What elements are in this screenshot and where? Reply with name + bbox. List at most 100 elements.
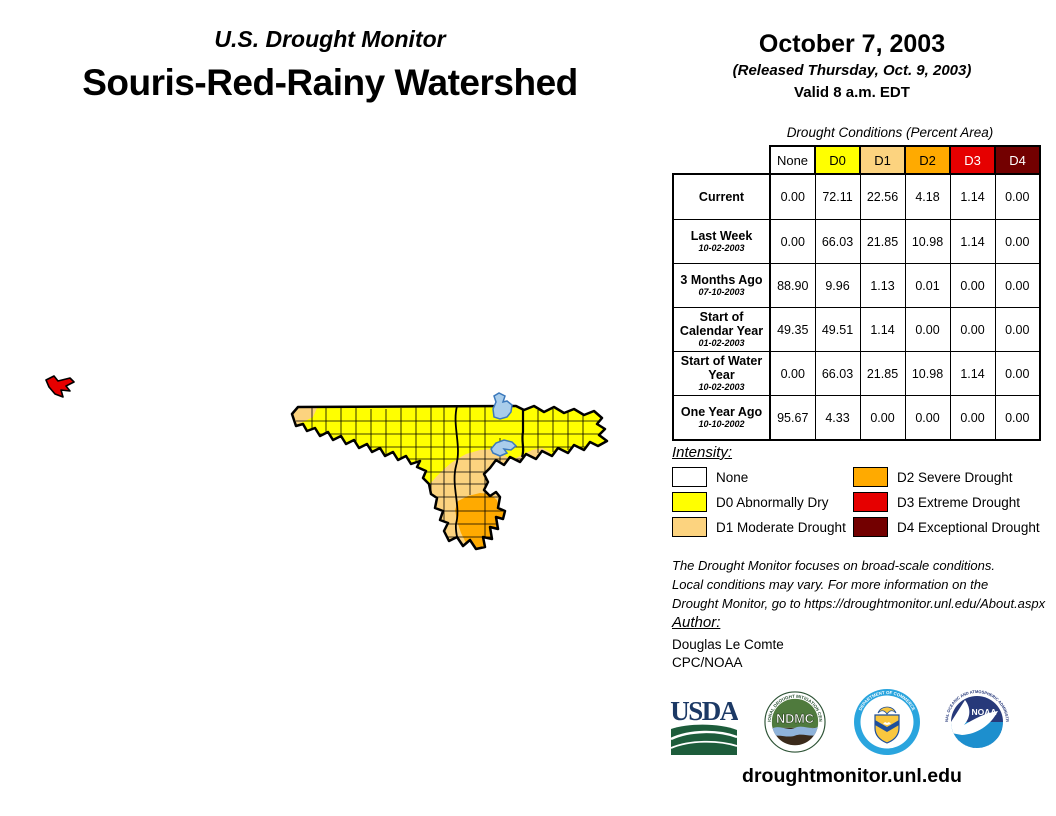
table-row: One Year Ago 10-10-2002 95.67 4.33 0.00 0…: [672, 395, 1041, 441]
table-header-row: None D0 D1 D2 D3 D4: [673, 145, 1041, 175]
legend-label: D0 Abnormally Dry: [716, 494, 829, 510]
row-date: 10-02-2003: [698, 243, 745, 253]
ndmc-river-wave: [771, 726, 819, 737]
watershed-map: [45, 375, 609, 551]
legend-item-d0: D0 Abnormally Dry: [672, 491, 829, 513]
usda-swoosh-line: [670, 730, 738, 741]
legend-item-none: None: [672, 466, 748, 488]
col-header-d2: D2: [904, 145, 951, 175]
legend-swatch-d1: [672, 517, 707, 537]
legend-heading: Intensity:: [672, 444, 733, 461]
table-row: Current 0.00 72.11 22.56 4.18 1.14 0.00: [672, 173, 1041, 220]
cell-value: 1.14: [949, 173, 996, 220]
disclaimer: The Drought Monitor focuses on broad-sca…: [672, 556, 1045, 613]
cell-value: 0.00: [994, 173, 1041, 220]
ndmc-logo: NATIONAL DROUGHT MITIGATION CENTER UNIVE…: [764, 691, 826, 753]
cell-value: 4.18: [904, 173, 951, 220]
cell-value: 0.00: [769, 219, 816, 264]
ship-icon: [883, 722, 891, 725]
eagle-icon: [877, 706, 897, 715]
cell-value: 0.00: [994, 263, 1041, 308]
row-label: Start of Calendar Year: [679, 310, 764, 338]
cell-value: 1.13: [859, 263, 906, 308]
row-date: 07-10-2003: [698, 287, 745, 297]
disclaimer-line: The Drought Monitor focuses on broad-sca…: [672, 558, 996, 573]
map-d3-region-west: [45, 375, 75, 398]
legend-item-d2: D2 Severe Drought: [853, 466, 1013, 488]
legend-label: None: [716, 469, 749, 485]
usda-logo-text: USDA: [670, 698, 738, 726]
site-url: droughtmonitor.unl.edu: [742, 765, 962, 787]
usda-field-shape: [671, 724, 737, 755]
row-date: 01-02-2003: [698, 338, 745, 348]
cell-value: 1.14: [859, 307, 906, 352]
legend-swatch-none: [672, 467, 707, 487]
legend-swatch-d0: [672, 492, 707, 512]
commerce-seal: DEPARTMENT OF COMMERCE UNITED STATES OF …: [854, 689, 920, 755]
disclaimer-line: Local conditions may vary. For more info…: [672, 577, 989, 592]
legend-label: D2 Severe Drought: [897, 469, 1013, 485]
cell-value: 49.51: [814, 307, 861, 352]
cell-value: 9.96: [814, 263, 861, 308]
legend-item-d4: D4 Exceptional Drought: [853, 516, 1040, 538]
release-date: (Released Thursday, Oct. 9, 2003): [732, 62, 972, 79]
lake-of-the-woods: [492, 392, 513, 420]
state-boundary-line: [520, 406, 525, 458]
row-label: Start of Water Year: [680, 354, 763, 382]
cell-value: 21.85: [859, 351, 906, 396]
cell-value: 88.90: [769, 263, 816, 308]
cell-value: 0.00: [949, 307, 996, 352]
cell-value: 21.85: [859, 219, 906, 264]
legend-label: D3 Extreme Drought: [897, 494, 1021, 510]
report-date: October 7, 2003: [758, 30, 946, 58]
legend-label: D1 Moderate Drought: [716, 519, 846, 535]
table-title: Drought Conditions (Percent Area): [786, 125, 994, 140]
legend-swatch-d2: [853, 467, 888, 487]
table-row: Start of Calendar Year 01-02-2003 49.35 4…: [672, 307, 1041, 352]
cell-value: 0.00: [904, 395, 951, 441]
col-header-d1: D1: [859, 145, 906, 175]
author-heading: Author:: [672, 614, 721, 631]
cell-value: 4.33: [814, 395, 861, 441]
cell-value: 0.00: [949, 263, 996, 308]
col-header-none: None: [769, 145, 816, 175]
ndmc-logo-text: NDMC: [776, 712, 814, 726]
region-title: Souris-Red-Rainy Watershed: [82, 62, 578, 103]
program-title: U.S. Drought Monitor: [214, 26, 446, 52]
noaa-logo: NATIONAL OCEANIC AND ATMOSPHERIC ADMINIS…: [944, 689, 1010, 755]
drought-conditions-table: None D0 D1 D2 D3 D4 Current 0.00 72.11 2…: [672, 145, 1041, 441]
red-lake: [490, 439, 518, 457]
cell-value: 0.00: [904, 307, 951, 352]
map-d2-region: [455, 493, 506, 548]
cell-value: 1.14: [949, 351, 996, 396]
map-d1-west-tip: [292, 406, 318, 425]
watershed-outline: [290, 404, 609, 551]
legend-label: D4 Exceptional Drought: [897, 519, 1040, 535]
cell-value: 0.00: [994, 395, 1041, 441]
row-label: 3 Months Ago: [680, 273, 763, 287]
table-row: Start of Water Year 10-02-2003 0.00 66.03…: [672, 351, 1041, 396]
legend-swatch-d3: [853, 492, 888, 512]
cell-value: 72.11: [814, 173, 861, 220]
cell-value: 0.00: [769, 351, 816, 396]
cell-value: 0.00: [994, 219, 1041, 264]
legend-item-d1: D1 Moderate Drought: [672, 516, 846, 538]
usda-swoosh-line: [670, 740, 738, 749]
row-date: 10-10-2002: [698, 419, 745, 429]
table-corner-cell: [673, 146, 770, 174]
cell-value: 10.98: [904, 351, 951, 396]
author-name: Douglas Le Comte: [672, 637, 784, 652]
cell-value: 0.00: [769, 173, 816, 220]
table-row: Last Week 10-02-2003 0.00 66.03 21.85 10.…: [672, 219, 1041, 264]
cell-value: 0.00: [994, 351, 1041, 396]
cell-value: 0.00: [859, 395, 906, 441]
cell-value: 66.03: [814, 219, 861, 264]
shield-chevron: [875, 720, 899, 732]
legend-swatch-d4: [853, 517, 888, 537]
author-org: CPC/NOAA: [672, 655, 743, 670]
cell-value: 0.00: [949, 395, 996, 441]
cell-value: 66.03: [814, 351, 861, 396]
disclaimer-line: Drought Monitor, go to https://droughtmo…: [672, 596, 1046, 611]
row-label: One Year Ago: [680, 405, 763, 419]
noaa-bird-icon: [951, 700, 998, 735]
